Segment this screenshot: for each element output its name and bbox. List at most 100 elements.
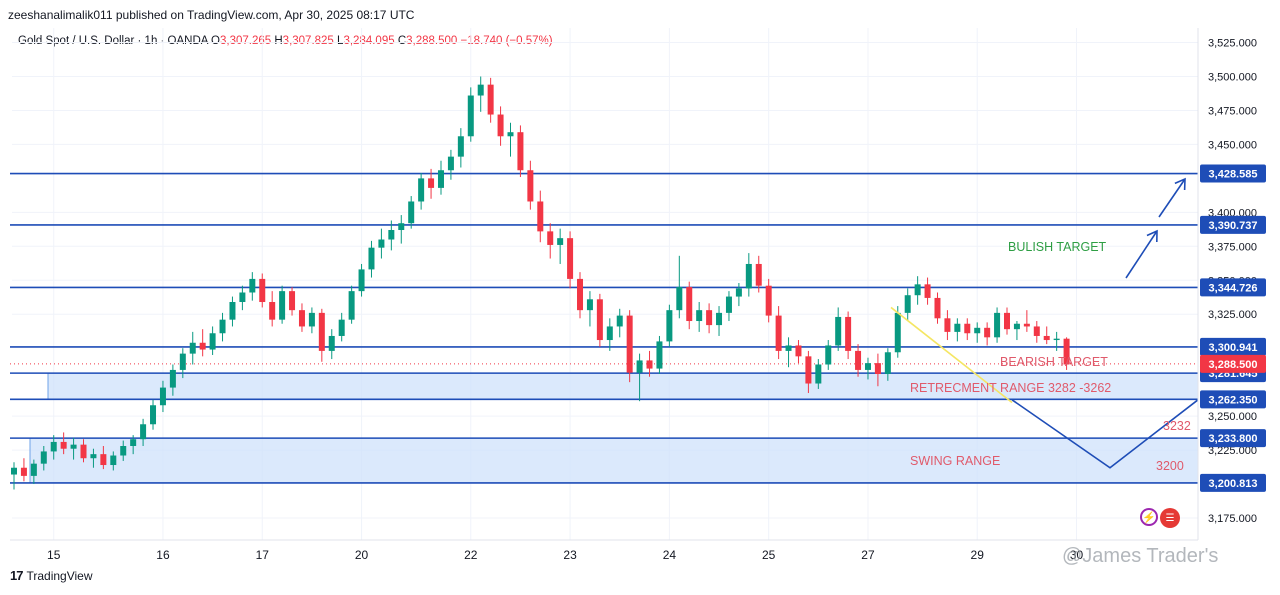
candle-body[interactable] xyxy=(70,444,77,449)
candle-body[interactable] xyxy=(706,310,713,326)
candle-body[interactable] xyxy=(447,156,454,171)
candle-body[interactable] xyxy=(249,278,256,293)
candle-body[interactable] xyxy=(1063,338,1070,365)
candle-body[interactable] xyxy=(944,318,951,332)
candle-body[interactable] xyxy=(686,287,693,322)
candle-body[interactable] xyxy=(388,230,395,240)
candle-body[interactable] xyxy=(507,132,514,137)
candle-body[interactable] xyxy=(279,291,286,320)
candle-body[interactable] xyxy=(428,178,435,188)
us-flag-icon[interactable]: ☰ xyxy=(1160,508,1180,528)
candle-body[interactable] xyxy=(259,278,266,303)
candle-body[interactable] xyxy=(914,284,921,296)
candle-body[interactable] xyxy=(199,342,206,350)
candle-body[interactable] xyxy=(725,296,732,313)
candle-body[interactable] xyxy=(656,341,663,369)
candle-body[interactable] xyxy=(954,323,961,332)
candle-body[interactable] xyxy=(845,316,852,351)
trend-line[interactable] xyxy=(890,306,1013,404)
candle-body[interactable] xyxy=(557,238,564,245)
candle-body[interactable] xyxy=(716,312,723,326)
candle-body[interactable] xyxy=(338,319,345,336)
candle-body[interactable] xyxy=(517,132,524,171)
candle-body[interactable] xyxy=(477,84,484,96)
candle-body[interactable] xyxy=(835,316,842,346)
candle-body[interactable] xyxy=(904,295,911,313)
price-axis[interactable] xyxy=(1198,0,1280,595)
candle-body[interactable] xyxy=(646,360,653,369)
candle-body[interactable] xyxy=(527,170,534,202)
candle-body[interactable] xyxy=(666,310,673,342)
candle-body[interactable] xyxy=(150,405,157,425)
candle-body[interactable] xyxy=(378,239,385,248)
projection-path[interactable] xyxy=(1011,399,1199,469)
candle-body[interactable] xyxy=(298,310,305,327)
candle-body[interactable] xyxy=(567,238,574,279)
candle-body[interactable] xyxy=(140,424,147,440)
candle-body[interactable] xyxy=(229,302,236,320)
candle-body[interactable] xyxy=(795,345,802,357)
candle-body[interactable] xyxy=(1004,312,1010,330)
candle-body[interactable] xyxy=(1013,323,1020,330)
candle-body[interactable] xyxy=(50,441,57,452)
candle-body[interactable] xyxy=(676,287,683,311)
candle-body[interactable] xyxy=(884,352,891,375)
candle-body[interactable] xyxy=(805,356,812,384)
lightning-icon[interactable]: ⚡ xyxy=(1140,508,1158,526)
candle-body[interactable] xyxy=(1053,338,1060,341)
swing-zone[interactable] xyxy=(29,437,1199,484)
candle-body[interactable] xyxy=(497,114,504,137)
candle-body[interactable] xyxy=(80,444,87,459)
candle-body[interactable] xyxy=(368,247,375,270)
candle-body[interactable] xyxy=(348,291,355,320)
candle-body[interactable] xyxy=(735,288,742,297)
candle-body[interactable] xyxy=(328,335,335,351)
candle-body[interactable] xyxy=(775,315,782,351)
candle-body[interactable] xyxy=(1033,326,1040,336)
candle-body[interactable] xyxy=(418,178,425,202)
candle-body[interactable] xyxy=(40,451,47,464)
candle-body[interactable] xyxy=(60,441,67,449)
candle-body[interactable] xyxy=(120,446,127,456)
candle-body[interactable] xyxy=(11,467,17,475)
candle-body[interactable] xyxy=(90,454,97,459)
candle-body[interactable] xyxy=(874,363,881,375)
candle-body[interactable] xyxy=(169,369,176,388)
candle-body[interactable] xyxy=(934,297,941,319)
candle-body[interactable] xyxy=(616,315,623,327)
candle-body[interactable] xyxy=(964,323,971,334)
candle-body[interactable] xyxy=(219,319,226,334)
candle-body[interactable] xyxy=(209,333,216,350)
candle-body[interactable] xyxy=(984,327,991,338)
candle-body[interactable] xyxy=(100,454,107,466)
candle-body[interactable] xyxy=(437,170,444,188)
candle-body[interactable] xyxy=(577,278,584,311)
candle-body[interactable] xyxy=(1043,335,1050,341)
candle-body[interactable] xyxy=(467,95,474,137)
candle-body[interactable] xyxy=(924,284,931,298)
candle-body[interactable] xyxy=(30,463,37,476)
candle-body[interactable] xyxy=(130,439,137,447)
candle-body[interactable] xyxy=(586,299,593,311)
candle-body[interactable] xyxy=(358,269,365,292)
candle-body[interactable] xyxy=(159,387,166,406)
candle-body[interactable] xyxy=(289,291,296,311)
candle-body[interactable] xyxy=(269,302,276,320)
candle-body[interactable] xyxy=(785,345,792,351)
candle-body[interactable] xyxy=(765,285,772,316)
candle-body[interactable] xyxy=(994,312,1001,338)
candle-body[interactable] xyxy=(1023,323,1030,327)
candle-body[interactable] xyxy=(547,231,554,245)
candle-body[interactable] xyxy=(537,201,544,232)
candle-body[interactable] xyxy=(179,353,186,370)
bullish-arrow-1[interactable] xyxy=(1125,230,1158,279)
candle-body[interactable] xyxy=(825,345,832,365)
candle-body[interactable] xyxy=(745,263,752,289)
candle-body[interactable] xyxy=(894,312,901,353)
candle-body[interactable] xyxy=(855,350,862,370)
candle-body[interactable] xyxy=(20,467,27,476)
candle-body[interactable] xyxy=(398,223,405,231)
tradingview-brand[interactable]: TradingView xyxy=(26,568,93,583)
candle-body[interactable] xyxy=(755,263,762,286)
